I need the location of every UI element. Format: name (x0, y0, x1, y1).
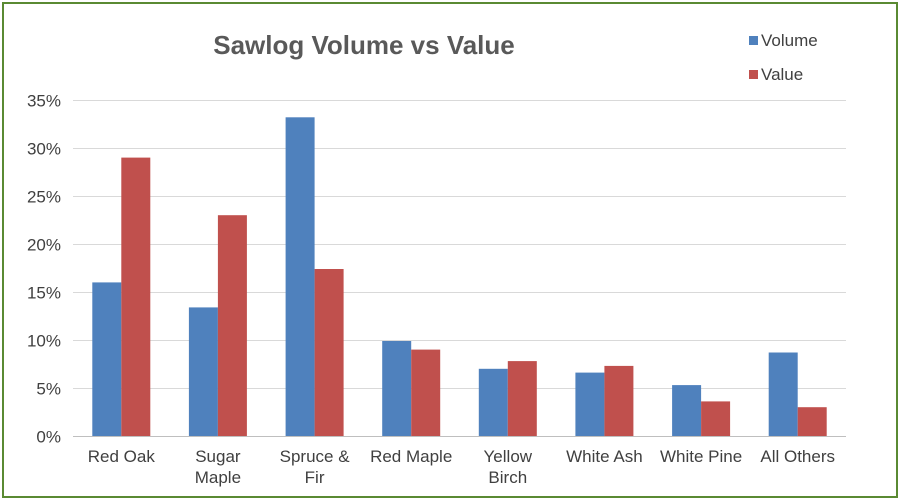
legend-swatch-value (749, 70, 758, 79)
x-tick-label: Maple (195, 468, 241, 487)
x-tick-label: White Ash (566, 447, 643, 466)
bar-volume-7 (768, 352, 798, 436)
x-tick-label: Spruce & (280, 447, 351, 466)
y-tick-label: 25% (27, 188, 61, 207)
chart-svg: Sawlog Volume vs Value 0% 5% 10% 15% 20% 25% 3… (27, 30, 846, 487)
bar-value-4 (507, 361, 537, 436)
bar-volume-3 (382, 341, 412, 436)
x-tick-label: Birch (488, 468, 527, 487)
x-tick-label: Red Maple (370, 447, 452, 466)
x-tick-label: Sugar (195, 447, 241, 466)
legend-swatch-volume (749, 36, 758, 45)
y-axis-ticks: 0% 5% 10% 15% 20% 25% 30% 35% (27, 92, 61, 447)
chart-title: Sawlog Volume vs Value (213, 30, 515, 60)
y-tick-label: 30% (27, 140, 61, 159)
bar-value-0 (121, 157, 151, 436)
x-tick-label: White Pine (660, 447, 742, 466)
x-tick-label: All Others (760, 447, 835, 466)
bar-volume-1 (188, 307, 218, 436)
bar-volume-6 (672, 385, 702, 436)
y-tick-label: 10% (27, 332, 61, 351)
legend: Volume Value (749, 31, 818, 84)
legend-label-volume: Volume (761, 31, 818, 50)
y-tick-label: 20% (27, 236, 61, 255)
bar-volume-0 (92, 282, 122, 436)
bar-value-3 (411, 349, 441, 436)
legend-label-value: Value (761, 65, 803, 84)
y-tick-label: 0% (36, 428, 61, 447)
x-tick-label: Fir (305, 468, 325, 487)
bar-value-6 (701, 401, 731, 436)
y-tick-label: 35% (27, 92, 61, 111)
y-tick-label: 5% (36, 380, 61, 399)
bar-volume-2 (285, 117, 315, 437)
bar-value-5 (604, 365, 634, 436)
bars-layer (92, 117, 827, 437)
y-tick-label: 15% (27, 284, 61, 303)
x-tick-label: Yellow (484, 447, 533, 466)
bar-value-2 (314, 269, 344, 436)
bar-volume-5 (575, 372, 605, 436)
bar-value-7 (797, 407, 827, 436)
x-axis-ticks: Red Oak Sugar Maple Spruce & Fir Red Maple Yel… (88, 447, 835, 487)
bar-volume-4 (478, 368, 508, 436)
x-tick-label: Red Oak (88, 447, 156, 466)
bar-value-1 (217, 215, 247, 436)
